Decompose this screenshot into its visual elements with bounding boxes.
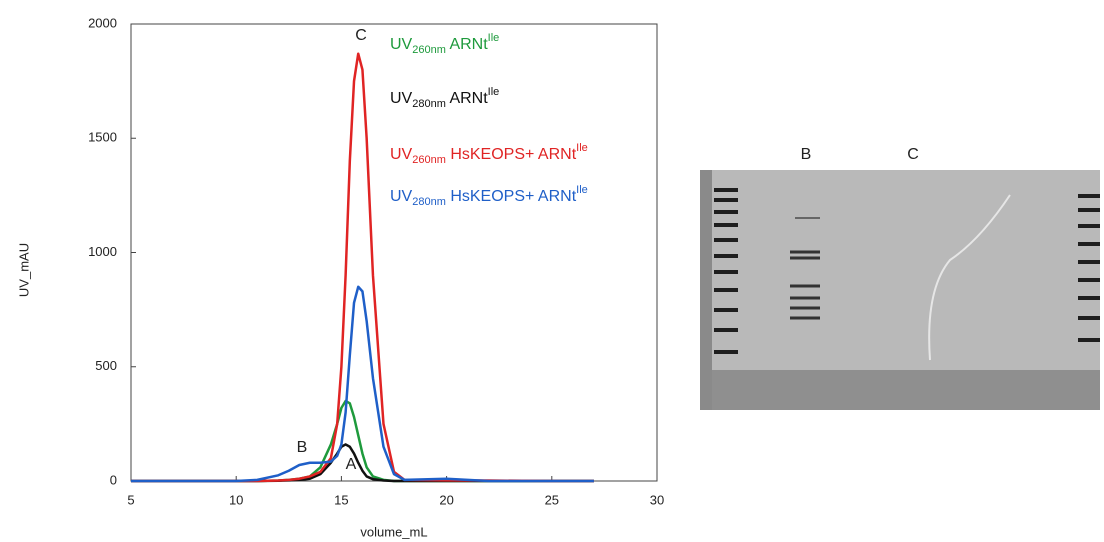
gel-lane-label: C: [907, 146, 919, 163]
annotation: B: [297, 439, 308, 456]
x-axis-label: volume_mL: [360, 524, 427, 539]
y-tick-label: 0: [110, 472, 117, 487]
legend-entry: UV280nm HsKEOPS+ ARNtIle: [390, 184, 588, 208]
y-tick-label: 2000: [88, 15, 117, 30]
gel-image: [700, 170, 1100, 410]
x-tick-label: 20: [439, 492, 453, 507]
legend-text: UV: [390, 188, 413, 205]
legend-text: Ile: [576, 142, 588, 154]
x-tick-label: 25: [545, 492, 559, 507]
x-tick-label: 10: [229, 492, 243, 507]
legend-text: ARNt: [446, 90, 488, 107]
legend-text: ARNt: [446, 36, 488, 53]
legend-text: Ile: [488, 86, 500, 98]
legend-entry: UV260nm HsKEOPS+ ARNtIle: [390, 142, 588, 166]
legend-text: 260nm: [412, 154, 446, 166]
legend-text: Ile: [488, 32, 500, 44]
y-tick-label: 1000: [88, 244, 117, 259]
series-line: [131, 285, 594, 483]
legend-text: 280nm: [412, 196, 446, 208]
legend-text: UV: [390, 36, 413, 53]
series-line: [131, 52, 594, 483]
legend-entry: UV260nm ARNtIle: [390, 32, 499, 56]
legend-text: 260nm: [412, 44, 446, 56]
legend-text: UV: [390, 146, 413, 163]
y-axis-label: UV_mAU: [16, 243, 31, 297]
y-tick-label: 500: [95, 358, 117, 373]
legend-text: HsKEOPS+ ARNt: [446, 146, 577, 163]
x-tick-label: 5: [127, 492, 134, 507]
x-tick-label: 30: [650, 492, 664, 507]
legend-text: HsKEOPS+ ARNt: [446, 188, 577, 205]
gel-lane-label: B: [801, 146, 812, 163]
legend-text: 280nm: [412, 98, 446, 110]
y-tick-label: 1500: [88, 130, 117, 145]
legend-text: UV: [390, 90, 413, 107]
legend-entry: UV280nm ARNtIle: [390, 86, 499, 110]
annotation: C: [355, 27, 367, 44]
x-tick-label: 15: [334, 492, 348, 507]
legend-text: Ile: [576, 184, 588, 196]
annotation: A: [346, 456, 357, 473]
